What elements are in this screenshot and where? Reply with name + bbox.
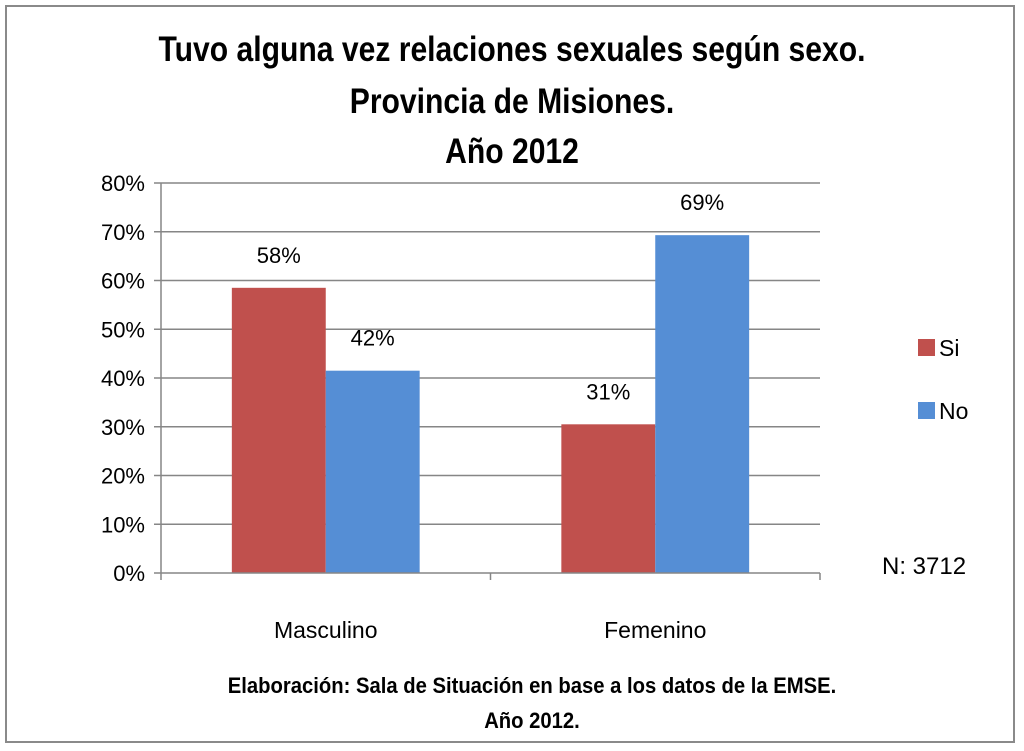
y-tick-label: 10% bbox=[101, 512, 145, 537]
y-tick-label: 20% bbox=[101, 464, 145, 489]
bar-si-masculino bbox=[231, 287, 326, 573]
bars: 58% 42% 31% 69% bbox=[231, 190, 750, 573]
legend: Si No bbox=[918, 335, 968, 424]
data-label: 42% bbox=[351, 326, 395, 351]
y-tick-label: 80% bbox=[101, 171, 145, 196]
data-label: 69% bbox=[680, 190, 724, 215]
chart-title: Tuvo alguna vez relaciones sexuales segú… bbox=[158, 30, 866, 69]
data-label: 58% bbox=[257, 243, 301, 268]
legend-label-no: No bbox=[939, 398, 968, 424]
y-tick-label: 70% bbox=[101, 220, 145, 245]
bar-no-femenino bbox=[655, 235, 750, 573]
chart-frame bbox=[5, 5, 1015, 743]
y-tick-label: 0% bbox=[113, 561, 145, 586]
bar-si-femenino bbox=[561, 424, 656, 573]
legend-swatch-no bbox=[918, 402, 935, 419]
y-tick-label: 50% bbox=[101, 317, 145, 342]
legend-label-si: Si bbox=[939, 335, 959, 361]
data-label: 31% bbox=[586, 379, 630, 404]
source-note: Elaboración: Sala de Situación en base a… bbox=[227, 673, 837, 698]
x-category-label: Femenino bbox=[604, 617, 706, 643]
chart-year: Año 2012 bbox=[445, 132, 579, 171]
bar-no-masculino bbox=[325, 370, 420, 573]
sample-size-note: N: 3712 bbox=[882, 553, 966, 580]
y-tick-label: 40% bbox=[101, 366, 145, 391]
legend-swatch-si bbox=[918, 339, 935, 356]
source-year: Año 2012. bbox=[484, 708, 580, 733]
axes: 0% 10% 20% 30% 40% 50% 60% 70% 80% Masculino Femen… bbox=[101, 171, 821, 643]
y-tick-label: 30% bbox=[101, 415, 145, 440]
chart-subtitle: Provincia de Misiones. bbox=[349, 82, 675, 121]
y-tick-label: 60% bbox=[101, 269, 145, 294]
x-category-label: Masculino bbox=[274, 617, 378, 643]
